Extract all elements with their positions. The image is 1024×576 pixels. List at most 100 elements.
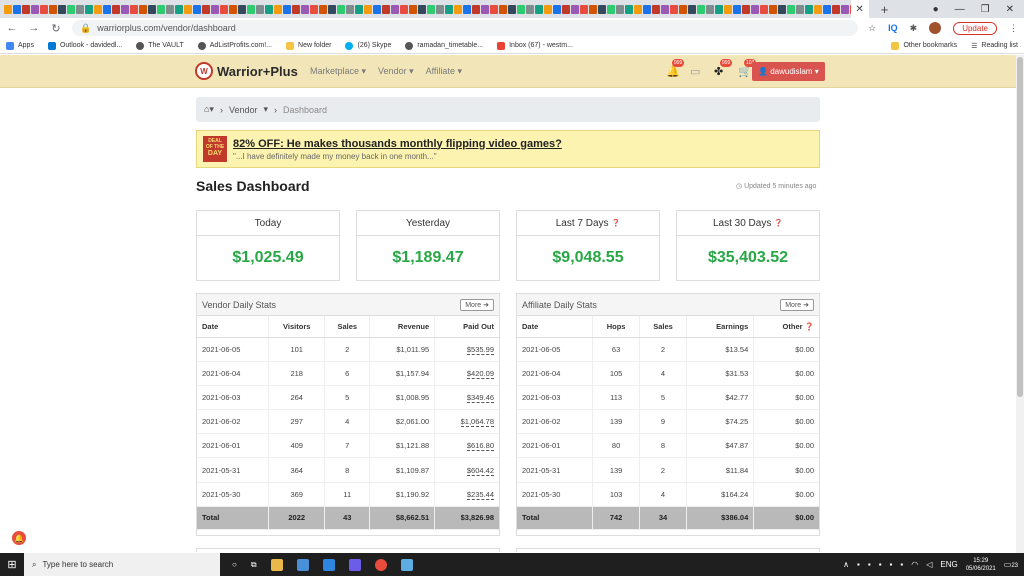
tab-favicon-icon[interactable] bbox=[796, 4, 804, 14]
tab-favicon-icon[interactable] bbox=[805, 4, 813, 14]
tab-favicon-icon[interactable] bbox=[121, 4, 129, 14]
tab-favicon-icon[interactable] bbox=[751, 4, 759, 14]
tab-favicon-icon[interactable] bbox=[472, 4, 480, 14]
tab-favicon-icon[interactable] bbox=[139, 4, 147, 14]
paid-out-link[interactable]: $420.09 bbox=[466, 368, 494, 379]
breadcrumb-vendor[interactable]: Vendor bbox=[228, 104, 258, 115]
tab-favicon-icon[interactable] bbox=[760, 4, 768, 14]
forward-arrow-icon[interactable]: → bbox=[28, 22, 40, 34]
bookmark-vault[interactable]: The VAULT bbox=[136, 41, 184, 50]
tab-favicon-icon[interactable] bbox=[778, 4, 786, 14]
tab-favicon-icon[interactable] bbox=[67, 4, 75, 14]
tab-favicon-icon[interactable] bbox=[265, 4, 273, 14]
nav-vendor[interactable]: Vendor ▾ bbox=[378, 66, 414, 76]
tab-favicon-icon[interactable] bbox=[418, 4, 426, 14]
tab-favicon-icon[interactable] bbox=[814, 4, 822, 14]
tab-favicon-icon[interactable] bbox=[247, 4, 255, 14]
other-bookmarks[interactable]: Other bookmarks bbox=[891, 41, 957, 50]
tray-app-icon[interactable]: ▪ bbox=[857, 560, 860, 569]
tab-favicon-icon[interactable] bbox=[94, 4, 102, 14]
tab-favicon-icon[interactable] bbox=[841, 4, 849, 14]
tab-favicon-icon[interactable] bbox=[391, 4, 399, 14]
update-button[interactable]: Update bbox=[953, 21, 997, 35]
tab-favicon-icon[interactable] bbox=[130, 4, 138, 14]
tab-favicon-icon[interactable] bbox=[382, 4, 390, 14]
tab-favicon-icon[interactable] bbox=[346, 4, 354, 14]
app-icon[interactable] bbox=[348, 558, 361, 571]
tab-favicon-icon[interactable] bbox=[319, 4, 327, 14]
cortana-icon[interactable]: ○ bbox=[232, 560, 237, 569]
extensions-puzzle-icon[interactable]: ✱ bbox=[909, 22, 918, 33]
tab-favicon-icon[interactable] bbox=[193, 4, 201, 14]
tab-favicon-icon[interactable] bbox=[292, 4, 300, 14]
tab-favicon-icon[interactable] bbox=[769, 4, 777, 14]
tab-favicon-icon[interactable] bbox=[211, 4, 219, 14]
file-explorer-icon[interactable] bbox=[270, 558, 283, 571]
new-tab-button[interactable]: + bbox=[880, 1, 889, 17]
tab-favicon-icon[interactable] bbox=[481, 4, 489, 14]
tab-favicon-icon[interactable] bbox=[364, 4, 372, 14]
tab-favicon-icon[interactable] bbox=[625, 4, 633, 14]
bell-icon[interactable]: 🔔 999 bbox=[666, 59, 685, 78]
bookmark-adlistprofits[interactable]: AdListProfits.com!... bbox=[197, 41, 272, 50]
tab-favicon-icon[interactable] bbox=[373, 4, 381, 14]
profile-avatar[interactable] bbox=[929, 22, 942, 34]
tab-favicon-icon[interactable] bbox=[220, 4, 228, 14]
tab-favicon-icon[interactable] bbox=[22, 4, 30, 14]
tab-favicon-icon[interactable] bbox=[517, 4, 525, 14]
language-indicator[interactable]: ENG bbox=[940, 560, 958, 569]
tab-favicon-icon[interactable] bbox=[661, 4, 669, 14]
tab-favicon-icon[interactable] bbox=[823, 4, 831, 14]
tab-favicon-icon[interactable] bbox=[409, 4, 417, 14]
nav-marketplace[interactable]: Marketplace ▾ bbox=[310, 66, 367, 76]
tab-favicon-icon[interactable] bbox=[148, 4, 156, 14]
tab-favicon-icon[interactable] bbox=[4, 4, 12, 14]
tab-favicon-icon[interactable] bbox=[238, 4, 246, 14]
url-text[interactable]: warriorplus.com/vendor/dashboard bbox=[97, 23, 236, 33]
tray-chevron-icon[interactable]: ∧ bbox=[843, 560, 850, 569]
tab-favicon-icon[interactable] bbox=[274, 4, 282, 14]
tab-favicon-icon[interactable] bbox=[679, 4, 687, 14]
paid-out-link[interactable]: $604.42 bbox=[466, 465, 494, 476]
active-tab-close-icon[interactable]: ✕ bbox=[850, 0, 869, 18]
bookmark-ramadan[interactable]: ramadan_timetable... bbox=[405, 41, 483, 50]
tab-favicon-icon[interactable] bbox=[688, 4, 696, 14]
tab-favicon-icon[interactable] bbox=[706, 4, 714, 14]
tray-app-icon[interactable]: ▪ bbox=[878, 560, 882, 569]
tab-favicon-icon[interactable] bbox=[85, 4, 93, 14]
deal-title-link[interactable]: 82% OFF: He makes thousands monthly flip… bbox=[233, 137, 562, 150]
user-menu-button[interactable]: 👤 dawudislam ▾ bbox=[752, 62, 825, 81]
tab-favicon-icon[interactable] bbox=[436, 4, 444, 14]
volume-icon[interactable]: ◁ bbox=[926, 560, 933, 569]
tab-favicon-icon[interactable] bbox=[526, 4, 534, 14]
tray-app-icon[interactable]: ▪ bbox=[867, 560, 871, 569]
paid-out-link[interactable]: $235.44 bbox=[466, 489, 494, 500]
money-icon[interactable]: ▭ bbox=[690, 66, 701, 78]
close-window-icon[interactable]: ✕ bbox=[1005, 3, 1014, 15]
question-icon[interactable]: ❓ bbox=[611, 220, 621, 227]
mail-icon[interactable] bbox=[322, 558, 335, 571]
tab-favicon-icon[interactable] bbox=[787, 4, 795, 14]
paw-icon[interactable]: ✤ 999 bbox=[714, 59, 733, 78]
tab-favicon-icon[interactable] bbox=[175, 4, 183, 14]
tab-favicon-icon[interactable] bbox=[103, 4, 111, 14]
bookmark-new-folder[interactable]: New folder bbox=[286, 41, 331, 50]
tab-favicon-icon[interactable] bbox=[355, 4, 363, 14]
tab-favicon-icon[interactable] bbox=[400, 4, 408, 14]
store-icon[interactable] bbox=[296, 558, 309, 571]
wifi-icon[interactable]: ◠ bbox=[911, 560, 919, 569]
tab-favicon-icon[interactable] bbox=[553, 4, 561, 14]
tray-app-icon[interactable]: ▪ bbox=[900, 560, 904, 569]
question-icon[interactable]: ❓ bbox=[804, 321, 814, 331]
tab-favicon-icon[interactable] bbox=[157, 4, 165, 14]
deal-of-the-day-banner[interactable]: DEAL OF THE DAY 82% OFF: He makes thousa… bbox=[196, 130, 820, 168]
tab-favicon-icon[interactable] bbox=[328, 4, 336, 14]
tab-favicon-icon[interactable] bbox=[463, 4, 471, 14]
chevron-down-icon[interactable]: ▾ bbox=[263, 104, 269, 114]
tab-favicon-icon[interactable] bbox=[454, 4, 462, 14]
tab-favicon-icon[interactable] bbox=[652, 4, 660, 14]
back-arrow-icon[interactable]: ← bbox=[6, 22, 18, 34]
bookmark-apps[interactable]: Apps bbox=[6, 41, 34, 50]
tab-favicon-icon[interactable] bbox=[337, 4, 345, 14]
tab-favicons[interactable] bbox=[0, 4, 851, 14]
